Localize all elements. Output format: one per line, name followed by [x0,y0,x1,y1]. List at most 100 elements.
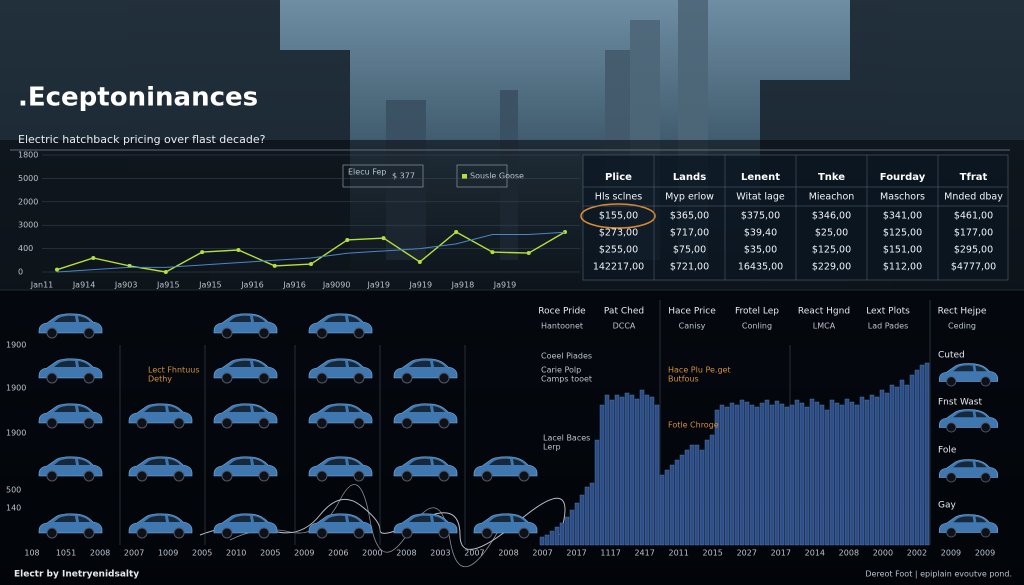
table-header: Fourday [880,172,926,183]
bar [784,406,790,546]
bar [544,534,550,546]
bar [884,392,890,546]
column-label: Roce Pride [538,307,586,317]
bar [854,404,860,546]
point [309,262,313,267]
bar [619,396,625,546]
table-header: Lenent [741,172,780,183]
table-cell: $717,00 [670,228,709,239]
column-sublabel: Conling [742,322,772,331]
table-cell: $721,00 [670,262,709,273]
legend-swatch [462,174,467,179]
x-axis-label: Ja916 [282,281,306,290]
bar [689,444,695,546]
column-label: Lext Plots [866,307,910,317]
side-label: Gay [938,501,956,511]
point [91,255,96,260]
x-axis-label: Ja918 [451,281,475,290]
table-subheader: Maschors [880,192,925,203]
legend-box [342,164,424,188]
x-axis-label: 1009 [158,549,178,558]
x-axis-label: Ja919 [366,281,390,290]
bar [814,401,820,546]
bar [684,449,690,546]
column-sublabel: Ceding [948,322,976,331]
bar [579,494,585,546]
y-axis-label: 1800 [18,151,38,160]
x-axis-label: 2017 [566,549,586,558]
bar [849,401,855,546]
x-axis-label: 2009 [975,549,995,558]
y-axis-label: 1900 [6,384,26,393]
y-axis-label: 1900 [6,341,26,350]
bar [609,399,615,546]
bar [804,406,810,546]
point [55,267,59,272]
x-axis-label: 2003 [430,549,450,558]
bar [744,401,750,546]
bar [669,464,675,546]
bar [879,389,885,546]
bar [924,362,930,546]
x-axis-label: 1051 [56,549,76,558]
x-axis-label: 2005 [192,549,212,558]
x-axis-label: 2015 [703,549,723,558]
title: .Eceptoninances [18,83,258,113]
bar [604,394,610,546]
column-sublabel: DCCA [613,322,636,331]
bar [559,522,565,546]
bar [634,398,640,546]
table-header: Lands [673,172,706,183]
table-cell: 16435,00 [738,262,783,273]
x-axis-label: Ja903 [114,281,138,290]
table-header: Tnke [818,172,845,183]
table-panel [582,154,1009,281]
annotation: Lerp [543,443,561,452]
x-axis-label: 2002 [907,549,927,558]
column-label: Hace Price [668,307,716,317]
annotation: Dethy [148,375,172,384]
bar [569,509,575,546]
x-axis-label: Ja915 [198,281,222,290]
column-sublabel: Lad Pades [868,322,909,331]
bar [639,389,645,546]
table-cell: $125,00 [812,245,851,256]
line-series [56,231,566,273]
table-header: Plice [605,172,632,183]
bar [844,398,850,546]
point [272,263,277,268]
bar [674,459,680,546]
y-axis-label: 400 [18,244,33,253]
x-axis-label: 108 [24,549,39,558]
bar [754,406,760,546]
bar [894,386,900,546]
table-subheader: Witat lage [736,192,785,203]
x-axis-label: 2007 [464,549,484,558]
bar [919,364,925,546]
table-cell: $151,00 [883,245,922,256]
bar [594,439,600,546]
highlight [580,203,656,229]
bar [774,400,780,546]
point [490,250,495,255]
bar [889,384,895,546]
bar [679,454,685,546]
bar [909,374,915,546]
bar [864,399,870,546]
table-cell: $177,00 [954,228,993,239]
bar [834,402,840,546]
legend-value: $ 377 [392,172,415,181]
bar [839,404,845,546]
bar [829,399,835,546]
bar [794,399,800,546]
y-axis-label: 3000 [18,221,38,230]
table-cell: $346,00 [812,211,851,222]
x-axis-label: Ja916 [240,281,264,290]
x-axis-label: 2007 [532,549,552,558]
annotation: Hace Plu Pe.get [668,366,731,375]
bar [859,396,865,546]
table-subheader: Mnded dbay [944,192,1003,203]
point [200,250,205,255]
annotation: Carie Polp [541,366,581,375]
y-axis-label: 140 [6,504,21,513]
